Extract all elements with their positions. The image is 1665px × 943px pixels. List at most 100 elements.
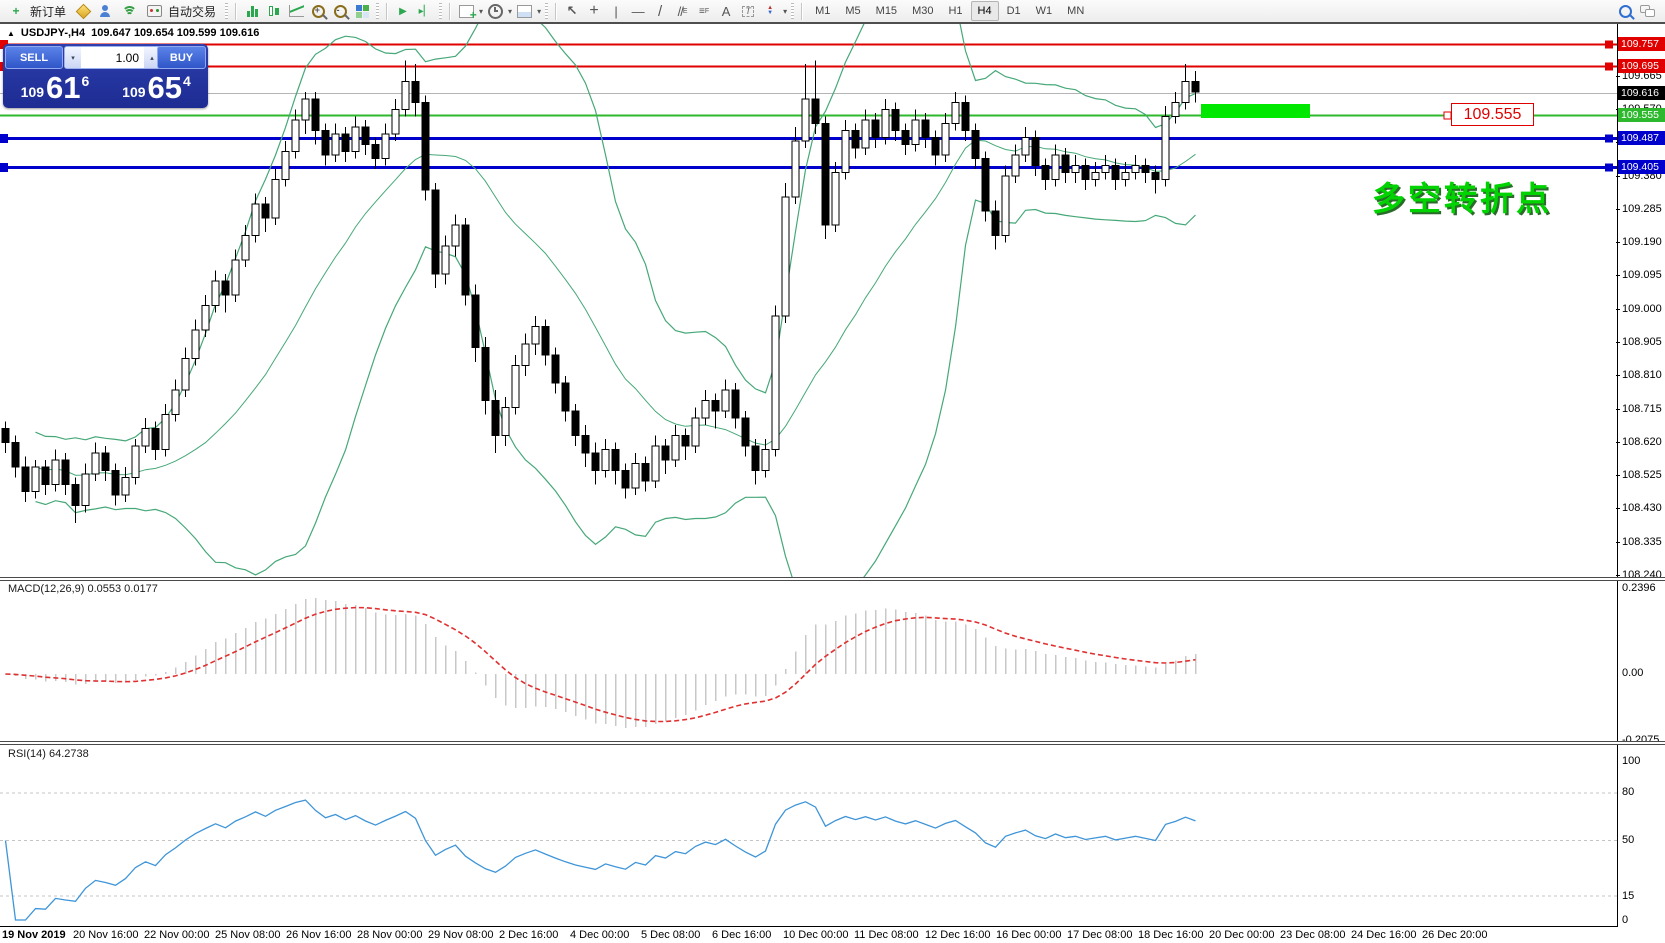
time-label: 24 Dec 16:00 <box>1351 929 1417 941</box>
macd-histogram-bar <box>144 674 147 677</box>
trendline-icon[interactable]: / <box>657 2 663 20</box>
candle-body <box>571 410 580 436</box>
indicators-icon[interactable] <box>456 1 477 22</box>
crosshair-icon[interactable]: + <box>589 2 599 19</box>
buy-button[interactable]: BUY <box>157 46 206 69</box>
time-label: 20 Nov 16:00 <box>73 929 139 941</box>
macd-histogram-bar <box>554 674 557 709</box>
price-tick: 108.620 <box>1616 435 1662 448</box>
price-axis-line <box>1617 24 1618 927</box>
price-flag-label[interactable]: 109.555 <box>1451 103 1534 126</box>
tile-windows-icon[interactable] <box>352 1 372 21</box>
candle-body <box>521 343 530 366</box>
candle-body <box>541 326 550 356</box>
search-icon[interactable] <box>1615 1 1635 21</box>
candle-body <box>1101 164 1110 173</box>
fibonacci-icon[interactable]: ≡ F <box>699 5 710 17</box>
volume-decrease-button[interactable]: ▾ <box>65 47 81 68</box>
candle-body <box>11 441 20 468</box>
zoom-in-icon[interactable]: + <box>308 1 328 21</box>
macd-histogram-bar <box>644 674 647 727</box>
macd-histogram-bar <box>404 614 407 674</box>
timeframe-button-mn[interactable]: MN <box>1067 5 1085 17</box>
chevron-down-icon[interactable]: ▾ <box>783 6 788 16</box>
price-chart <box>0 24 1617 580</box>
candle-body <box>511 364 520 408</box>
templates-icon[interactable] <box>514 1 534 21</box>
toolbar-grip <box>439 3 443 19</box>
macd-histogram-bar <box>1004 648 1007 674</box>
macd-histogram-bar <box>764 674 767 696</box>
macd-histogram-bar <box>1084 660 1087 674</box>
vertical-line-icon[interactable]: | <box>614 3 618 19</box>
candle-body <box>371 143 380 159</box>
macd-histogram-bar <box>314 598 317 674</box>
chevron-down-icon[interactable]: ▾ <box>479 6 484 16</box>
new-order-button[interactable]: + 新订单 <box>1 1 71 21</box>
macd-histogram-bar <box>174 667 177 674</box>
timeframe-button-d1[interactable]: D1 <box>1006 5 1021 17</box>
timeframe-button-m1[interactable]: M1 <box>815 5 831 17</box>
chart-shift-icon[interactable]: ▸▏ <box>418 5 432 17</box>
signal-icon[interactable] <box>117 1 137 21</box>
chart-symbol-title: USDJPY-,H4 <box>20 27 86 39</box>
volume-increase-button[interactable]: ▴ <box>144 47 160 68</box>
line-handle[interactable] <box>0 134 8 143</box>
price-badge: 109.487 <box>1618 131 1665 146</box>
turning-point-annotation[interactable]: 多空转折点 <box>1372 180 1552 217</box>
chat-icon[interactable] <box>1637 1 1657 21</box>
timeframe-button-m5[interactable]: M5 <box>845 5 861 17</box>
sell-button[interactable]: SELL <box>5 46 63 69</box>
price-tick: 108.905 <box>1616 335 1662 348</box>
text-icon[interactable]: A <box>721 3 731 19</box>
auto-trading-button[interactable]: 自动交易 <box>139 1 221 21</box>
timeframe-button-m15[interactable]: M15 <box>875 5 898 17</box>
candle-body <box>711 399 720 412</box>
chevron-down-icon[interactable]: ▾ <box>537 6 542 16</box>
panel-separator[interactable] <box>0 741 1665 745</box>
candle-body <box>931 136 940 156</box>
gold-icon[interactable] <box>73 1 93 21</box>
volume-input[interactable] <box>81 47 144 68</box>
timeframe-button-h1[interactable]: H1 <box>948 5 963 17</box>
chevron-down-icon[interactable]: ▾ <box>508 6 513 16</box>
candle-body <box>451 224 460 247</box>
time-label: 19 Nov 2019 <box>2 929 66 941</box>
auto-scroll-icon[interactable]: ▶ <box>399 5 407 17</box>
highlight-rectangle[interactable] <box>1201 104 1310 119</box>
periods-icon[interactable] <box>485 1 505 21</box>
macd-histogram-bar <box>124 674 127 683</box>
candle-body <box>91 452 100 475</box>
macd-histogram-bar <box>114 674 117 683</box>
buy-price-prefix: 109 <box>122 84 146 100</box>
collapse-panel-arrow-icon[interactable]: ▲ <box>7 28 15 38</box>
price-tick: 109.095 <box>1616 269 1662 282</box>
candle-body <box>1031 136 1040 166</box>
buy-price[interactable]: 109 65 4 <box>107 68 206 106</box>
bar-chart-icon[interactable] <box>242 1 262 21</box>
candlestick-chart-icon[interactable] <box>264 1 284 21</box>
candle-body <box>181 357 190 391</box>
arrows-icon[interactable]: ▲ ▼ <box>767 5 774 16</box>
candle-body <box>411 80 420 103</box>
sell-price[interactable]: 109 61 6 <box>5 68 105 106</box>
rsi-scale-label: 80 <box>1622 786 1635 799</box>
candle-body <box>341 133 350 152</box>
line-handle[interactable] <box>0 163 8 172</box>
channel-icon[interactable]: //E <box>677 3 688 19</box>
candle-body <box>701 399 710 419</box>
timeframe-button-w1[interactable]: W1 <box>1035 5 1053 17</box>
cursor-icon[interactable]: ↖ <box>566 3 578 18</box>
timeframe-button-h4[interactable]: H4 <box>970 1 999 21</box>
timeframe-button-m30[interactable]: M30 <box>912 5 934 17</box>
toolbar-separator <box>801 2 804 20</box>
terminal-icon[interactable] <box>95 1 115 21</box>
time-label: 5 Dec 08:00 <box>641 929 701 941</box>
panel-separator[interactable] <box>0 577 1665 581</box>
horizontal-line-icon[interactable]: — <box>631 3 645 19</box>
line-chart-icon[interactable] <box>286 1 306 21</box>
zoom-out-icon[interactable]: - <box>330 1 350 21</box>
macd-histogram-bar <box>634 674 637 727</box>
text-label-icon[interactable]: T <box>738 1 758 21</box>
macd-histogram-bar <box>804 635 807 674</box>
